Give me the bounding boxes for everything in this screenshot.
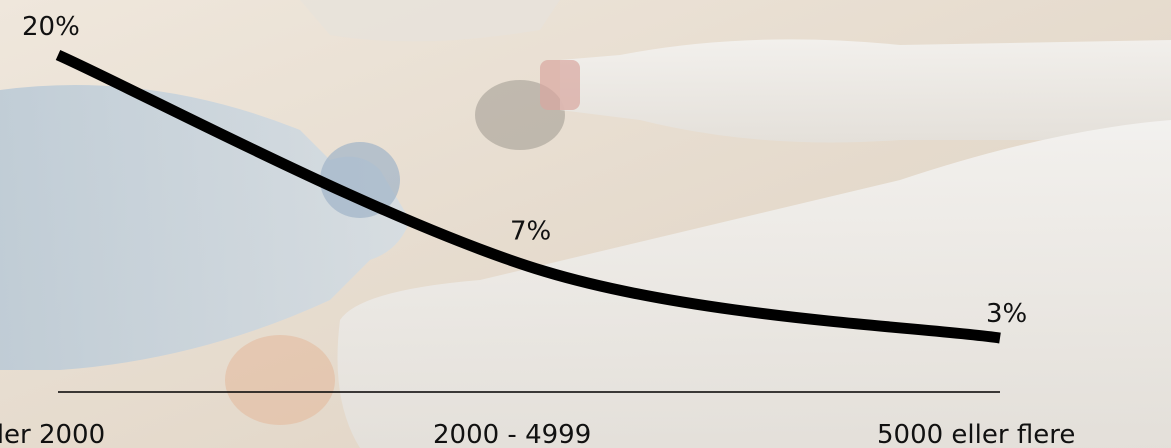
data-label: 20% [22,12,80,42]
x-tick-label: 2000 - 4999 [433,420,591,448]
x-tick-label: 5000 eller flere [877,420,1075,448]
series-line [55,49,1001,344]
data-label: 7% [510,216,551,246]
data-label: 3% [986,299,1027,329]
x-tick-label: Under 2000 [0,420,105,448]
